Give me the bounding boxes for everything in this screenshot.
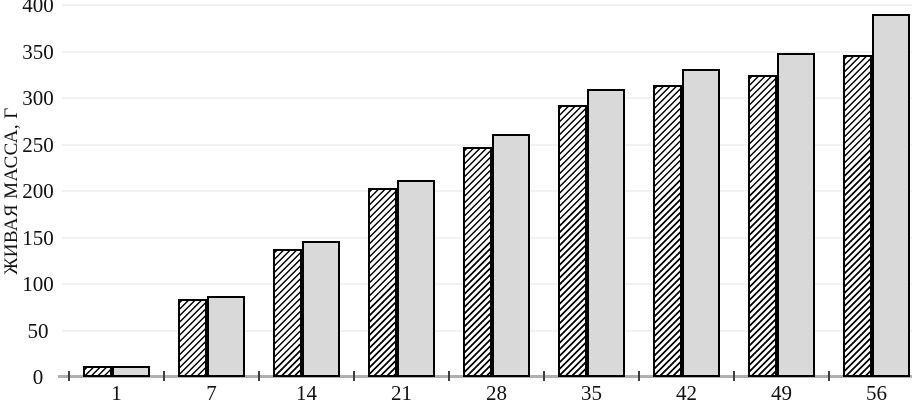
x-axis-label: 7 (206, 381, 217, 405)
x-axis-tick (258, 371, 260, 381)
bar-series-1-hatched (748, 75, 777, 377)
bar-series-1-hatched (463, 147, 492, 377)
bar-series-1-hatched (558, 105, 587, 377)
x-axis-labels: 1 7 14 21 28 35 42 49 56 (69, 381, 912, 405)
bar-series-2-gray (682, 69, 720, 377)
bar-series-2-gray (777, 53, 815, 377)
bar-series-1-hatched (178, 299, 207, 377)
x-axis-tick (543, 371, 545, 381)
gridline (62, 4, 912, 6)
bar-group (164, 0, 259, 377)
x-axis-label: 35 (581, 381, 602, 405)
x-axis-tick (638, 371, 640, 381)
y-axis-tick-label: 0 (32, 365, 44, 389)
y-axis-tick-label: 250 (22, 132, 54, 157)
x-axis-label: 1 (111, 381, 122, 405)
y-axis-tick-label: 200 (22, 179, 54, 203)
x-axis-tick (163, 371, 165, 381)
bar-series-2-gray (587, 89, 625, 377)
y-axis-tick-label: 350 (22, 39, 54, 64)
x-axis-tick (733, 371, 735, 381)
x-axis-label: 28 (486, 381, 507, 405)
x-axis-tick (68, 371, 70, 381)
x-axis-label: 49 (771, 381, 792, 405)
x-axis-tick (828, 371, 830, 381)
bar-series-2-gray (112, 366, 150, 377)
bar-group (734, 0, 829, 377)
bar-group (639, 0, 734, 377)
y-axis-tick-label: 100 (22, 272, 54, 296)
bar-series-2-gray (492, 134, 530, 377)
bar-group (69, 0, 164, 377)
y-axis-tick-label: 300 (22, 86, 54, 110)
bar-series-2-gray (302, 241, 340, 377)
bar-series-2-gray (207, 296, 245, 377)
x-axis-label: 21 (391, 381, 412, 405)
y-axis-tick-label: 50 (27, 318, 49, 343)
bar-series-1-hatched (273, 249, 302, 377)
y-axis-tick-label: 150 (22, 225, 54, 250)
y-axis-tick-label: 400 (22, 0, 54, 17)
bar-group (449, 0, 544, 377)
bar-series-2-gray (397, 180, 435, 377)
bar-series-1-hatched (653, 85, 682, 377)
bar-series-1-hatched (368, 188, 397, 377)
bar-group (829, 0, 912, 377)
bar-group (544, 0, 639, 377)
x-axis-label: 42 (676, 381, 697, 405)
bar-series-1-hatched (83, 366, 112, 377)
x-axis-tick (448, 371, 450, 381)
gridline (62, 50, 912, 53)
x-axis-label: 56 (866, 381, 887, 405)
x-axis-tick (353, 371, 355, 381)
gridline (62, 143, 912, 146)
bar-group (354, 0, 449, 377)
bar-series-1-hatched (843, 55, 872, 377)
bar-series-2-gray (872, 14, 910, 377)
plot-area (69, 0, 912, 377)
x-axis-label: 14 (296, 381, 317, 405)
bar-group (259, 0, 354, 377)
gridline (62, 97, 912, 99)
